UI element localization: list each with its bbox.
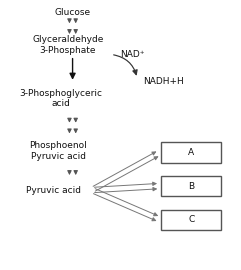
Text: B: B	[188, 181, 194, 191]
Text: Phosphoenol
Pyruvic acid: Phosphoenol Pyruvic acid	[29, 141, 87, 161]
Text: A: A	[188, 148, 194, 157]
Text: Pyruvic acid: Pyruvic acid	[26, 185, 81, 195]
Bar	[161, 210, 221, 230]
Bar	[161, 142, 221, 163]
Text: NAD⁺: NAD⁺	[120, 50, 145, 59]
Text: Glucose: Glucose	[54, 8, 91, 17]
Text: Glyceraldehyde
3-Phosphate: Glyceraldehyde 3-Phosphate	[32, 35, 103, 55]
FancyArrowPatch shape	[114, 55, 137, 75]
Text: NADH+H: NADH+H	[143, 77, 184, 86]
Bar	[161, 176, 221, 196]
Text: 3-Phosphoglyceric
acid: 3-Phosphoglyceric acid	[19, 89, 102, 109]
Text: C: C	[188, 215, 194, 224]
